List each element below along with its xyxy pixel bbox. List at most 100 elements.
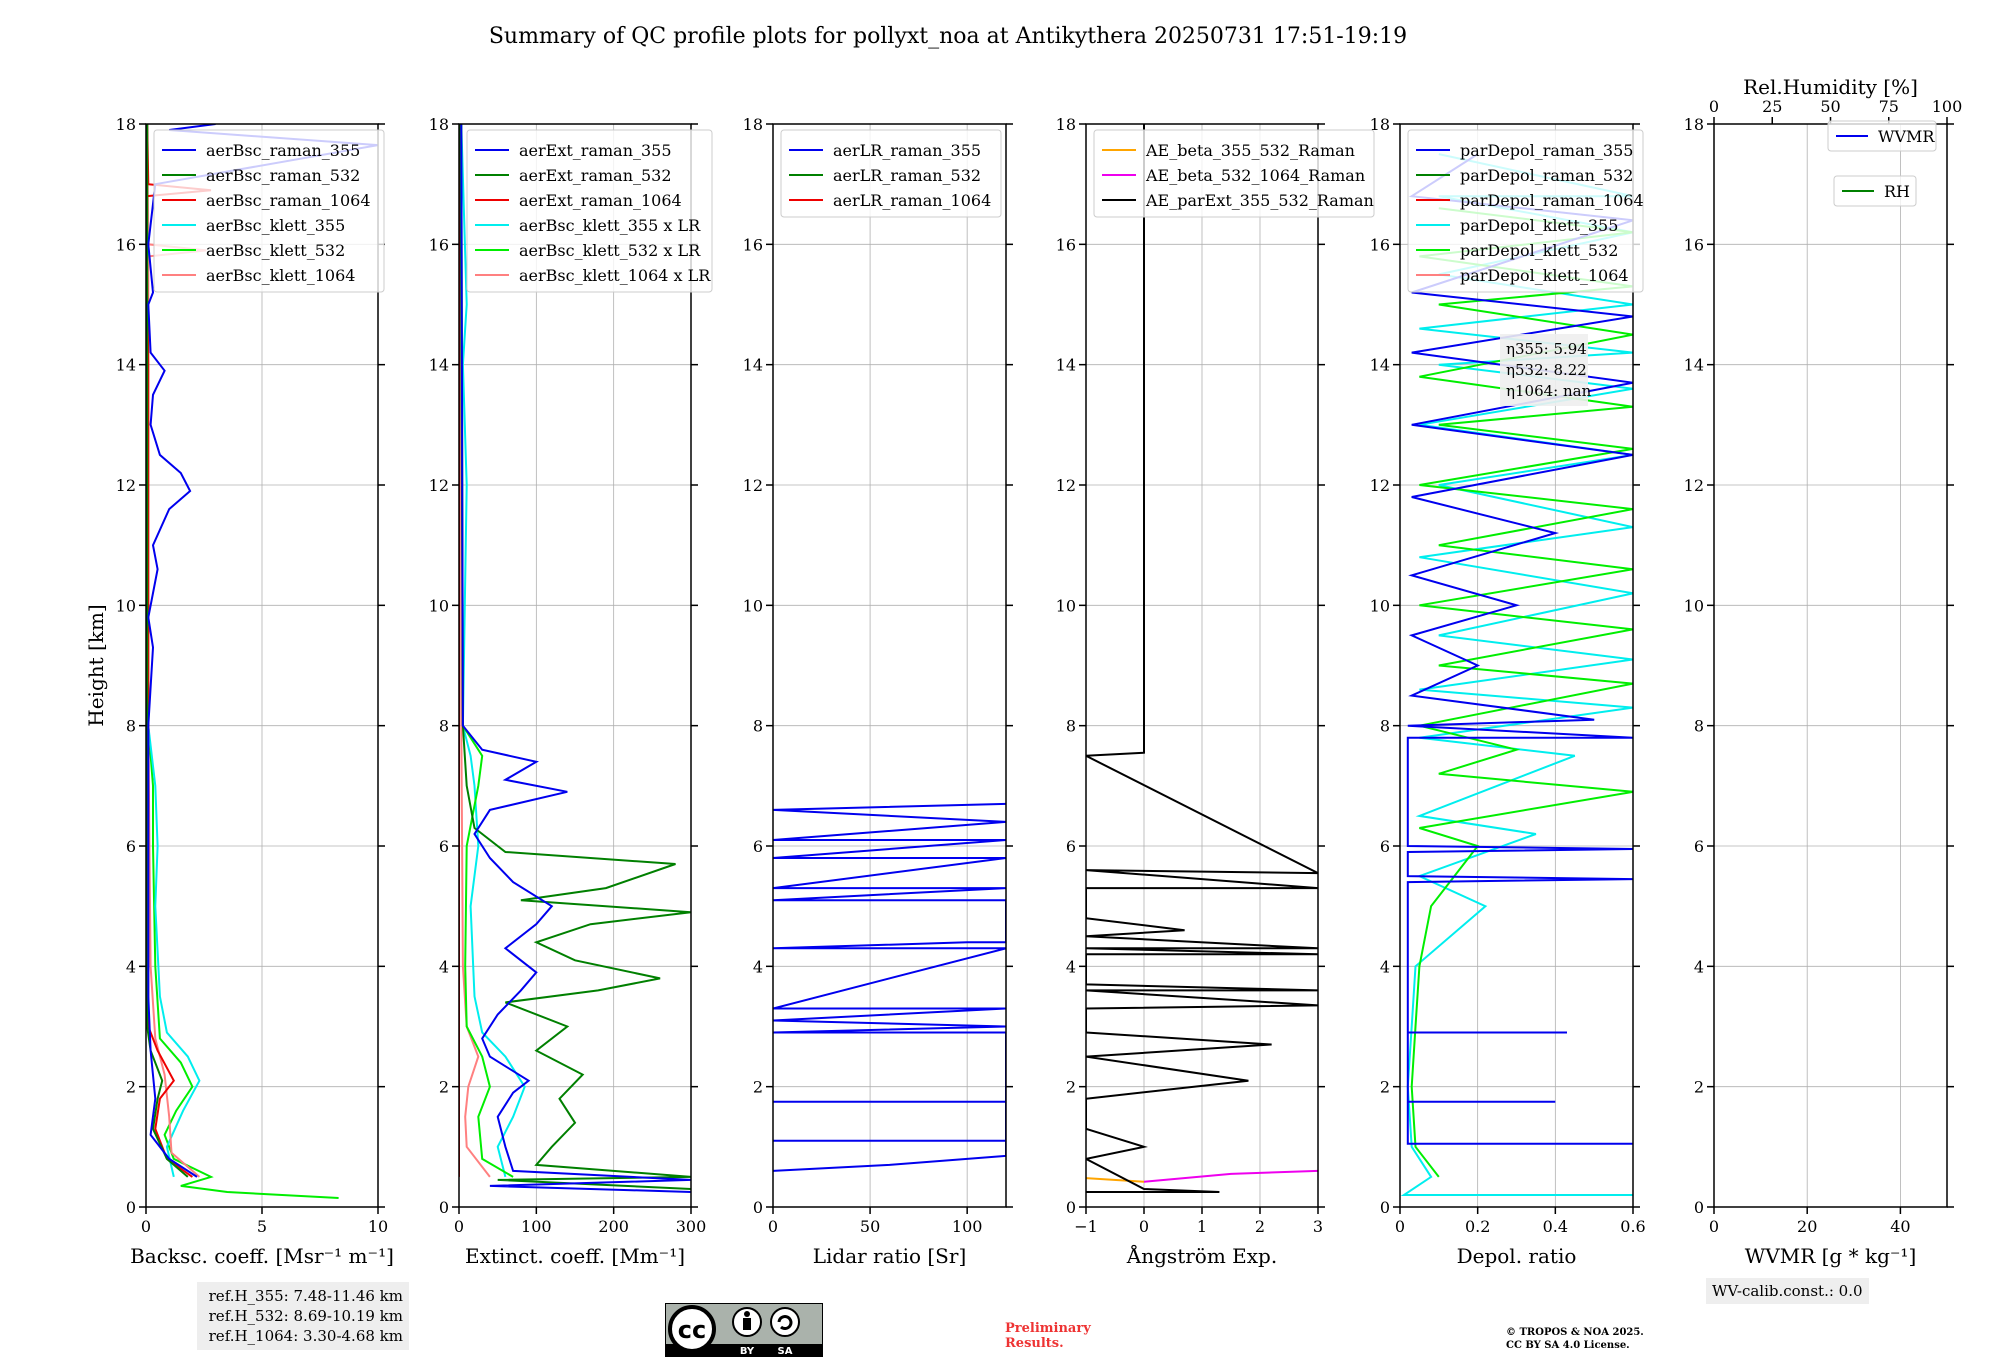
y-tick-label: 18 bbox=[1684, 115, 1704, 134]
top-x-axis-label: Rel.Humidity [%] bbox=[1743, 75, 1918, 99]
x-tick-label: 300 bbox=[676, 1217, 707, 1236]
annotation-box bbox=[1500, 334, 1588, 406]
legend-box bbox=[1827, 120, 1937, 152]
y-tick-label: 12 bbox=[1684, 476, 1704, 495]
annotation-line: η532: 8.22 bbox=[1506, 361, 1587, 379]
y-axis-label: Height [km] bbox=[84, 604, 108, 726]
legend-label: parDepol_raman_532 bbox=[1460, 166, 1633, 185]
y-tick-label: 14 bbox=[1370, 356, 1390, 375]
x-axis-label: Extinct. coeff. [Mm⁻¹] bbox=[465, 1244, 685, 1268]
y-tick-label: 8 bbox=[439, 717, 449, 736]
axes-frame bbox=[1085, 123, 1319, 1208]
panel-depolarization: 0 2 4 6 8 10 12 14 16 18 0 0.2 0.4 0.6 Depol. ratio par… bbox=[1370, 115, 1646, 1268]
legend-label: parDepol_klett_532 bbox=[1460, 241, 1618, 260]
y-tick-label: 14 bbox=[429, 356, 449, 375]
series-aerExt_raman_355 bbox=[460, 124, 691, 1193]
x-tick-label: 0 bbox=[141, 1217, 151, 1236]
x-tick-label: 50 bbox=[860, 1217, 880, 1236]
copyright-notice: © TROPOS & NOA 2025. CC BY SA 4.0 Licens… bbox=[1506, 1326, 1644, 1352]
y-tick-label: 18 bbox=[1056, 115, 1076, 134]
copyright-line-1: © TROPOS & NOA 2025. bbox=[1506, 1327, 1644, 1338]
legend-label: aerLR_raman_532 bbox=[833, 166, 981, 185]
legend-label: aerBsc_klett_1064 x LR bbox=[519, 266, 711, 285]
wv-calibration-box: WV-calib.const.: 0.0 bbox=[1706, 1278, 1869, 1304]
y-tick-label: 4 bbox=[126, 957, 136, 976]
y-tick-label: 8 bbox=[126, 717, 136, 736]
x-axis-label: WVMR [g * kg⁻¹] bbox=[1745, 1244, 1917, 1268]
y-tick-label: 12 bbox=[1056, 476, 1076, 495]
series-parDepol_klett_532 bbox=[1410, 207, 1633, 1178]
annotation-line: η355: 5.94 bbox=[1506, 340, 1587, 358]
y-tick-label: 18 bbox=[743, 115, 763, 134]
y-tick-label: 0 bbox=[753, 1198, 763, 1217]
figure-title: Summary of QC profile plots for pollyxt_… bbox=[489, 24, 1407, 49]
y-tick-label: 2 bbox=[126, 1078, 136, 1097]
legend-box bbox=[1093, 129, 1375, 218]
y-tick-label: 10 bbox=[1684, 596, 1704, 615]
y-tick-label: 14 bbox=[116, 356, 136, 375]
x-tick-label: 0 bbox=[454, 1217, 464, 1236]
y-tick-label: 16 bbox=[1056, 235, 1076, 254]
legend-box bbox=[1833, 175, 1917, 207]
y-tick-label: 8 bbox=[1380, 717, 1390, 736]
legend-label: WVMR bbox=[1878, 127, 1935, 146]
legend-label: aerBsc_klett_532 bbox=[206, 241, 345, 260]
x-tick-label: 1 bbox=[1197, 1217, 1207, 1236]
legend-label: aerBsc_klett_1064 bbox=[206, 266, 355, 285]
legend-label: aerBsc_raman_355 bbox=[206, 141, 360, 160]
legend-label: parDepol_raman_1064 bbox=[1460, 191, 1644, 210]
legend-label: parDepol_klett_1064 bbox=[1460, 266, 1629, 285]
legend-label: aerBsc_raman_532 bbox=[206, 166, 360, 185]
cc-sa-label: SA bbox=[778, 1346, 793, 1357]
preliminary-line-1: Preliminary bbox=[1005, 1321, 1091, 1336]
y-tick-label: 2 bbox=[1066, 1078, 1076, 1097]
preliminary-line-2: Results. bbox=[1005, 1336, 1064, 1351]
y-tick-label: 2 bbox=[1380, 1078, 1390, 1097]
series-aerBsc_klett_355 x LR bbox=[460, 124, 526, 1178]
x-tick-label: 2 bbox=[1255, 1217, 1265, 1236]
legend-box bbox=[153, 129, 385, 293]
legend-WVMR: WVMR bbox=[1827, 120, 1937, 152]
y-tick-label: 12 bbox=[429, 476, 449, 495]
legend-label: AE_beta_355_532_Raman bbox=[1145, 141, 1355, 160]
legend-label: aerExt_raman_532 bbox=[519, 166, 672, 185]
top-x-tick-label: 0 bbox=[1709, 97, 1719, 116]
y-tick-label: 18 bbox=[116, 115, 136, 134]
y-tick-label: 6 bbox=[439, 837, 449, 856]
series-parDepol_klett_355 bbox=[1400, 153, 1633, 1196]
legend-label: parDepol_raman_355 bbox=[1460, 141, 1633, 160]
y-tick-label: 6 bbox=[753, 837, 763, 856]
cc-icon: cc bbox=[678, 1316, 706, 1344]
x-tick-label: 100 bbox=[521, 1217, 552, 1236]
y-tick-label: 6 bbox=[1694, 837, 1704, 856]
legend-label: aerBsc_klett_355 bbox=[206, 216, 345, 235]
panel-lidar_ratio: 0 2 4 6 8 10 12 14 16 18 0 50 100 Lidar ratio [Sr] aer… bbox=[743, 115, 1013, 1268]
series-aerBsc_raman_355 bbox=[147, 124, 378, 1178]
reference-height-box: ref.H_355: 7.48-11.46 km ref.H_532: 8.69… bbox=[197, 1282, 409, 1350]
y-tick-label: 4 bbox=[439, 957, 449, 976]
axes-frame bbox=[145, 123, 379, 1208]
legend-box bbox=[466, 129, 713, 293]
legend-label: parDepol_klett_355 bbox=[1460, 216, 1618, 235]
legend-label: aerExt_raman_355 bbox=[519, 141, 672, 160]
legend-label: RH bbox=[1884, 182, 1910, 201]
y-tick-label: 18 bbox=[1370, 115, 1390, 134]
x-axis-label: Lidar ratio [Sr] bbox=[813, 1244, 967, 1268]
axes-frame bbox=[772, 123, 1007, 1208]
series-aerBsc_klett_1064 x LR bbox=[459, 124, 491, 1178]
y-tick-label: 0 bbox=[126, 1198, 136, 1217]
cc-license-logo: cc BY SA bbox=[665, 1303, 823, 1357]
y-tick-label: 8 bbox=[1694, 717, 1704, 736]
axes-frame bbox=[1399, 123, 1634, 1208]
copyright-line-2: CC BY SA 4.0 License. bbox=[1506, 1340, 1630, 1351]
legend: AE_beta_355_532_Raman AE_beta_532_1064_Ra… bbox=[1093, 129, 1375, 218]
y-tick-label: 4 bbox=[1066, 957, 1076, 976]
y-tick-label: 0 bbox=[1066, 1198, 1076, 1217]
legend-label: aerLR_raman_1064 bbox=[833, 191, 991, 210]
axes-frame bbox=[458, 123, 692, 1208]
x-tick-label: 40 bbox=[1890, 1217, 1910, 1236]
top-x-tick-label: 100 bbox=[1932, 97, 1963, 116]
y-tick-label: 12 bbox=[743, 476, 763, 495]
